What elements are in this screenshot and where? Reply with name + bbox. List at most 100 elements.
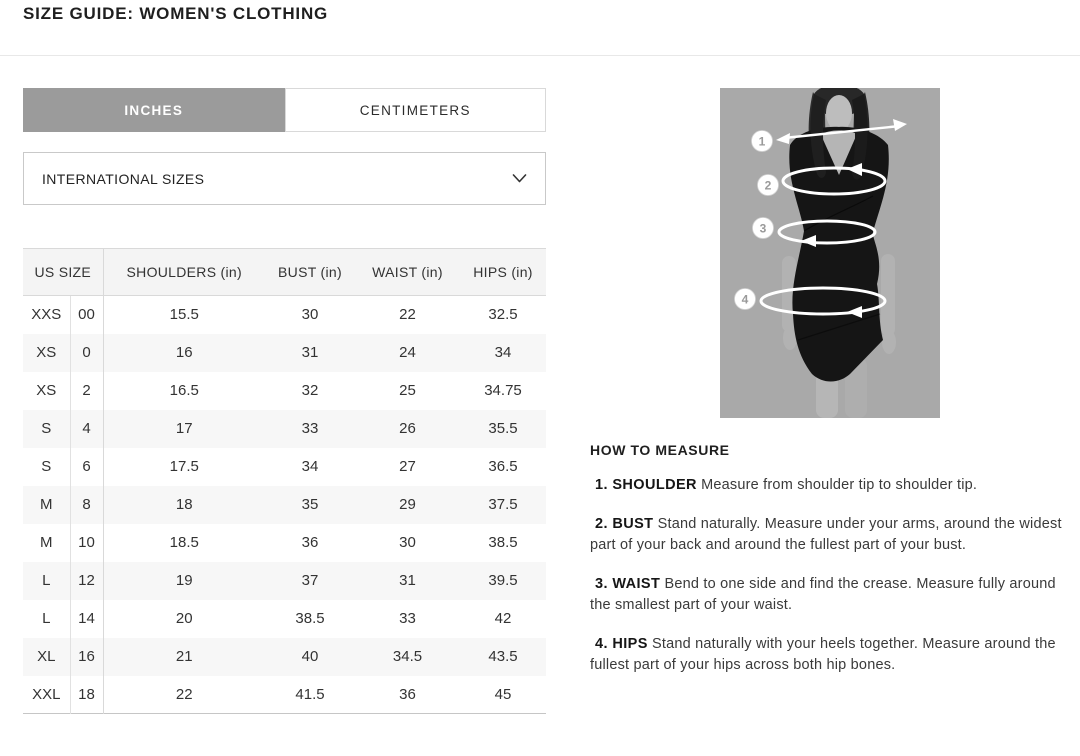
table-row: S 4 17 33 26 35.5 — [23, 409, 546, 448]
cell-waist: 34.5 — [392, 648, 423, 665]
cell-shoulders: 16 — [175, 344, 193, 361]
cell-size: XS — [23, 333, 71, 372]
measure-step-hips-text: Stand naturally with your heels together… — [590, 635, 1056, 674]
table-row: M 8 18 35 29 37.5 — [23, 485, 546, 524]
tab-centimeters[interactable]: CENTIMETERS — [284, 88, 546, 132]
cell-shoulders: 17.5 — [169, 458, 199, 475]
chevron-down-icon — [512, 174, 527, 183]
table-row: M 10 18.5 36 30 38.5 — [23, 523, 546, 562]
cell-us: 00 — [70, 295, 104, 334]
tab-inches-label: INCHES — [124, 102, 184, 118]
measure-step-hips: 4. HIPS Stand naturally with your heels … — [590, 634, 1068, 677]
marker-4-number: 4 — [742, 293, 749, 307]
cell-shoulders: 17 — [175, 420, 193, 437]
cell-hips: 42 — [494, 610, 512, 627]
cell-bust: 40 — [301, 648, 319, 665]
table-row: XL 16 21 40 34.5 43.5 — [23, 637, 546, 676]
measure-step-waist: 3. WAIST Bend to one side and find the c… — [590, 574, 1068, 617]
how-to-measure-heading: HOW TO MEASURE — [590, 442, 730, 458]
cell-us: 4 — [70, 409, 104, 448]
cell-size: XS — [23, 371, 71, 410]
cell-shoulders: 18.5 — [169, 534, 199, 551]
cell-hips: 36.5 — [488, 458, 518, 475]
cell-bust: 37 — [301, 572, 319, 589]
cell-hips: 38.5 — [488, 534, 518, 551]
cell-us: 14 — [70, 599, 104, 638]
cell-size: S — [23, 409, 71, 448]
cell-shoulders: 18 — [175, 496, 193, 513]
cell-us: 0 — [70, 333, 104, 372]
cell-bust: 32 — [301, 382, 319, 399]
measure-step-bust-text: Stand naturally. Measure under your arms… — [590, 515, 1062, 554]
measure-step-shoulder: 1. SHOULDER Measure from shoulder tip to… — [590, 475, 1068, 497]
hips-measure-ellipse — [759, 286, 887, 318]
marker-2-number: 2 — [765, 179, 772, 193]
size-guide-left-column: INCHES CENTIMETERS INTERNATIONAL SIZES U… — [23, 88, 546, 714]
table-row: XXS 00 15.5 30 22 32.5 — [23, 295, 546, 334]
measure-step-bust-label: 2. BUST — [595, 515, 654, 532]
measure-step-hips-label: 4. HIPS — [595, 635, 648, 652]
cell-bust: 33 — [301, 420, 319, 437]
marker-2-bust: 2 — [757, 174, 779, 196]
cell-bust: 36 — [301, 534, 319, 551]
cell-shoulders: 22 — [175, 685, 193, 703]
header-divider — [0, 55, 1080, 56]
dress-figure-illustration: 1 2 3 4 — [720, 88, 940, 418]
size-table: US SIZE SHOULDERS (in) BUST (in) WAIST (… — [23, 248, 546, 714]
cell-size: M — [23, 523, 71, 562]
bust-measure-ellipse — [781, 163, 887, 196]
table-row: S 6 17.5 34 27 36.5 — [23, 447, 546, 486]
cell-bust: 31 — [301, 344, 319, 361]
table-row: XS 0 16 31 24 34 — [23, 333, 546, 372]
measure-step-bust: 2. BUST Stand naturally. Measure under y… — [590, 514, 1068, 557]
cell-shoulders: 16.5 — [169, 382, 199, 399]
cell-waist: 24 — [399, 344, 416, 361]
col-header-hips: HIPS (in) — [460, 248, 546, 296]
col-header-bust: BUST (in) — [265, 248, 355, 296]
col-header-us-size: US SIZE — [23, 248, 104, 296]
cell-hips: 37.5 — [488, 496, 518, 513]
measure-step-waist-text: Bend to one side and find the crease. Me… — [590, 575, 1056, 614]
cell-hips: 39.5 — [488, 572, 518, 589]
measure-step-waist-label: 3. WAIST — [595, 575, 661, 592]
cell-bust: 41.5 — [295, 685, 325, 703]
cell-us: 12 — [70, 561, 104, 600]
cell-us: 16 — [70, 637, 104, 676]
cell-shoulders: 19 — [175, 572, 193, 589]
how-to-measure-section: HOW TO MEASURE 1. SHOULDER Measure from … — [590, 442, 1068, 677]
cell-hips: 45 — [494, 685, 512, 703]
cell-waist: 26 — [399, 420, 416, 437]
cell-waist: 25 — [399, 382, 416, 399]
shoulder-measure-line — [776, 119, 907, 144]
cell-size: XXS — [23, 295, 71, 334]
cell-size: S — [23, 447, 71, 486]
cell-hips: 32.5 — [488, 306, 518, 324]
table-row: L 12 19 37 31 39.5 — [23, 561, 546, 600]
cell-size: XL — [23, 637, 71, 676]
measure-step-shoulder-label: 1. SHOULDER — [595, 477, 697, 493]
marker-3-number: 3 — [760, 222, 767, 236]
marker-1-number: 1 — [759, 135, 766, 149]
cell-shoulders: 20 — [175, 610, 193, 627]
cell-size: XXL — [23, 675, 71, 714]
cell-hips: 35.5 — [488, 420, 518, 437]
cell-bust: 30 — [301, 306, 319, 324]
international-sizes-dropdown[interactable]: INTERNATIONAL SIZES — [23, 152, 546, 205]
measurement-model-image: 1 2 3 4 — [720, 88, 940, 418]
tab-inches[interactable]: INCHES — [23, 88, 285, 132]
table-row: XXL 18 22 41.5 36 45 — [23, 675, 546, 714]
cell-us: 10 — [70, 523, 104, 562]
cell-waist: 30 — [399, 534, 416, 551]
page-title: SIZE GUIDE: WOMEN'S CLOTHING — [23, 4, 329, 23]
cell-hips: 34.75 — [484, 382, 522, 399]
cell-us: 2 — [70, 371, 104, 410]
cell-waist: 36 — [399, 685, 416, 703]
cell-size: L — [23, 599, 71, 638]
marker-4-hips: 4 — [734, 288, 756, 310]
cell-waist: 27 — [399, 458, 416, 475]
international-sizes-label: INTERNATIONAL SIZES — [42, 170, 205, 187]
cell-us: 8 — [70, 485, 104, 524]
unit-tabs: INCHES CENTIMETERS — [23, 88, 546, 132]
cell-us: 18 — [70, 675, 104, 714]
